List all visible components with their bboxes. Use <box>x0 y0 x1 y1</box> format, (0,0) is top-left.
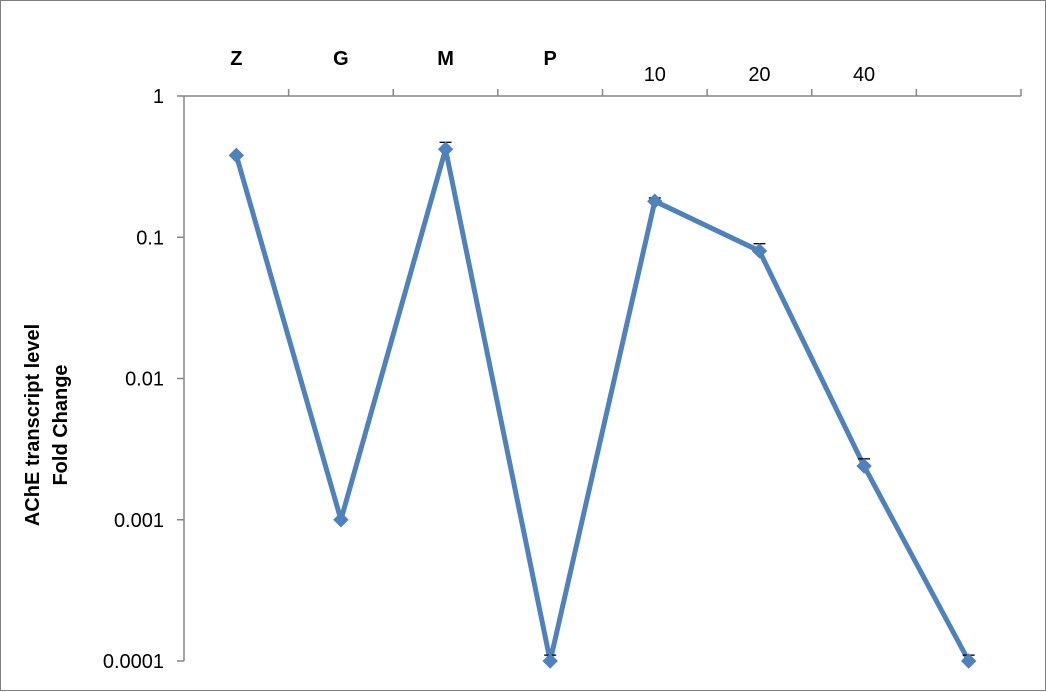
y-axis-label-line-1: AChE transcript level <box>22 324 44 526</box>
x-tick-label: 40 <box>853 64 875 86</box>
y-tick-label: 0.1 <box>136 227 164 249</box>
x-axis-tick-labels: Z G M P 10 20 40 <box>230 48 875 86</box>
y-tick-label: 0.0001 <box>103 651 164 673</box>
x-tick-label: 20 <box>748 64 770 86</box>
x-axis-ticks <box>287 89 1022 96</box>
y-tick-label: 1 <box>153 86 164 108</box>
data-point <box>437 141 454 157</box>
y-tick-label: 0.001 <box>114 510 164 532</box>
y-tick-label: 0.01 <box>125 369 164 391</box>
x-tick-label: Z <box>230 48 242 70</box>
x-tick-label: 10 <box>644 64 666 86</box>
data-point <box>228 147 245 164</box>
data-point <box>751 243 768 259</box>
data-point <box>960 653 977 669</box>
data-point <box>856 458 872 474</box>
series-line <box>233 146 971 664</box>
y-axis-tick-labels: 1 0.1 0.01 0.001 0.0001 <box>103 86 164 673</box>
series-group <box>228 141 977 669</box>
y-axis-label-line-2: Fold Change <box>50 364 72 485</box>
data-point <box>542 653 558 669</box>
x-tick-label: M <box>437 48 454 70</box>
y-axis-label: AChE transcript level Fold Change <box>22 324 72 526</box>
axes <box>177 95 1021 662</box>
data-point <box>647 193 663 209</box>
x-tick-label: G <box>333 48 349 70</box>
x-tick-label: P <box>544 48 557 70</box>
data-point <box>333 512 349 528</box>
